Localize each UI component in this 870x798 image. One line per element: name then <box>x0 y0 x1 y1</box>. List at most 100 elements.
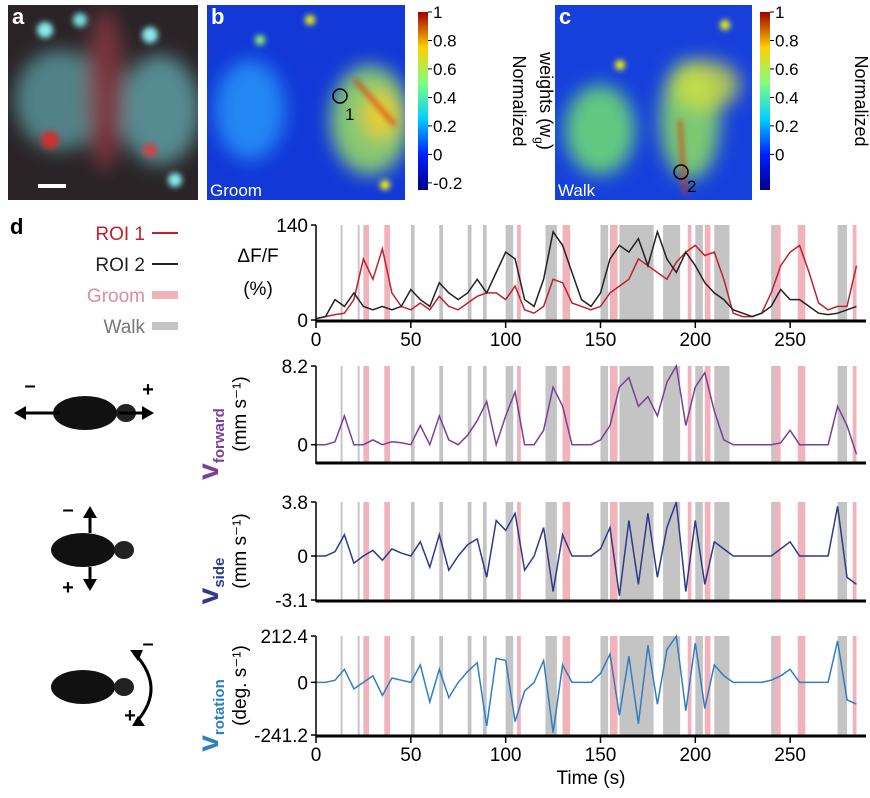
walk-interval <box>340 366 343 462</box>
colorbar-title-part: ) <box>536 144 556 150</box>
groom-interval <box>774 366 781 462</box>
groom-interval <box>797 225 806 320</box>
series-line <box>316 363 858 455</box>
colorbar-subscript: g <box>532 137 546 144</box>
walk-interval <box>439 502 444 600</box>
groom-interval <box>562 502 571 600</box>
colorbar-tick-label: 0.2 <box>775 117 799 136</box>
walk-interval <box>410 502 415 600</box>
walk-interval <box>410 225 415 320</box>
walk-interval <box>545 502 557 600</box>
colorbar-tick-label: 0.2 <box>433 117 457 136</box>
groom-interval <box>704 636 711 735</box>
groom-interval <box>797 636 806 735</box>
walk-interval <box>837 366 848 462</box>
walk-interval <box>714 502 730 600</box>
walk-interval <box>663 366 681 462</box>
walk-interval <box>482 366 487 462</box>
colorbar-tick-label: 0.4 <box>433 88 457 107</box>
colorbar-c <box>760 12 770 190</box>
groom-interval <box>562 225 571 320</box>
legend-label: Groom <box>87 286 145 307</box>
walk-interval <box>340 225 343 320</box>
beetle-side <box>51 506 134 591</box>
walk-interval <box>410 366 415 462</box>
walk-interval <box>619 225 654 320</box>
series-line <box>315 229 857 320</box>
image-b <box>207 5 405 200</box>
icon-minus: – <box>62 499 73 521</box>
colorbar-title: Normalized <box>509 55 529 146</box>
walk-interval <box>545 636 557 735</box>
y-axis-subscript: side <box>211 558 228 588</box>
y-axis-unit: (mm s⁻¹) <box>230 513 251 588</box>
groom-interval <box>517 636 521 735</box>
colorbar-title-part: weights (w <box>536 51 556 138</box>
y-tick-label: 212.4 <box>260 627 308 648</box>
groom-interval <box>517 502 521 600</box>
groom-interval <box>687 502 692 600</box>
y-axis-symbol: v <box>192 587 225 604</box>
x-tick-label: 150 <box>585 745 617 766</box>
walk-interval <box>771 502 775 600</box>
groom-interval <box>363 225 370 320</box>
x-axis-label: Time (s) <box>557 768 626 789</box>
panel-label: b <box>211 4 224 29</box>
y-axis-label: ΔF/F <box>237 246 278 267</box>
x-tick-label: 200 <box>679 745 711 766</box>
x-tick-label: 150 <box>585 330 617 351</box>
walk-interval <box>695 366 703 462</box>
walk-interval <box>663 225 681 320</box>
walk-interval <box>600 366 609 462</box>
series-line <box>316 501 857 596</box>
colorbar-tick-label: 1 <box>433 3 442 22</box>
y-axis-unit: (mm s⁻¹) <box>230 376 251 451</box>
colorbar-tick-label: 0 <box>775 145 784 164</box>
walk-interval <box>410 636 415 735</box>
y-tick-label: 0 <box>297 436 308 457</box>
y-axis-unit: (deg. s⁻¹) <box>230 645 251 726</box>
walk-interval <box>545 366 557 462</box>
y-tick-label: 0 <box>297 547 308 568</box>
groom-interval <box>687 366 692 462</box>
walk-interval <box>482 502 487 600</box>
walk-interval <box>505 225 514 320</box>
x-tick-label: 250 <box>774 330 806 351</box>
colorbar-tick-label: 0.8 <box>775 31 799 50</box>
walk-interval <box>340 502 343 600</box>
y-axis-subscript: rotation <box>211 679 228 735</box>
y-tick-label: -241.2 <box>254 726 308 747</box>
colorbar-tick-label: 1 <box>775 3 784 22</box>
groom-interval <box>609 366 618 462</box>
groom-interval <box>363 502 370 600</box>
x-tick-label: 100 <box>490 330 522 351</box>
panel-label: d <box>10 214 23 239</box>
walk-interval <box>600 225 609 320</box>
groom-interval <box>609 636 618 735</box>
roi-label: 1 <box>345 105 354 124</box>
y-tick-label: 0 <box>297 673 308 694</box>
condition-label: Groom <box>210 181 262 200</box>
icon-plus: + <box>124 705 136 727</box>
groom-interval <box>704 502 711 600</box>
groom-interval <box>852 366 857 462</box>
walk-interval <box>619 366 654 462</box>
groom-interval <box>562 636 571 735</box>
colorbar-tick-label: 0.4 <box>775 88 799 107</box>
walk-interval <box>467 502 472 600</box>
walk-interval <box>505 366 514 462</box>
groom-interval <box>562 366 571 462</box>
walk-interval <box>771 366 775 462</box>
walk-interval <box>505 502 514 600</box>
y-axis-symbol: v <box>192 735 225 752</box>
walk-interval <box>357 225 360 320</box>
panel-label: a <box>12 4 25 29</box>
beetle-rotation <box>51 650 153 726</box>
walk-interval <box>837 502 848 600</box>
series-line <box>316 634 857 733</box>
walk-interval <box>837 225 848 320</box>
walk-interval <box>771 225 775 320</box>
groom-interval <box>852 636 857 735</box>
walk-interval <box>467 225 472 320</box>
walk-interval <box>357 366 360 462</box>
